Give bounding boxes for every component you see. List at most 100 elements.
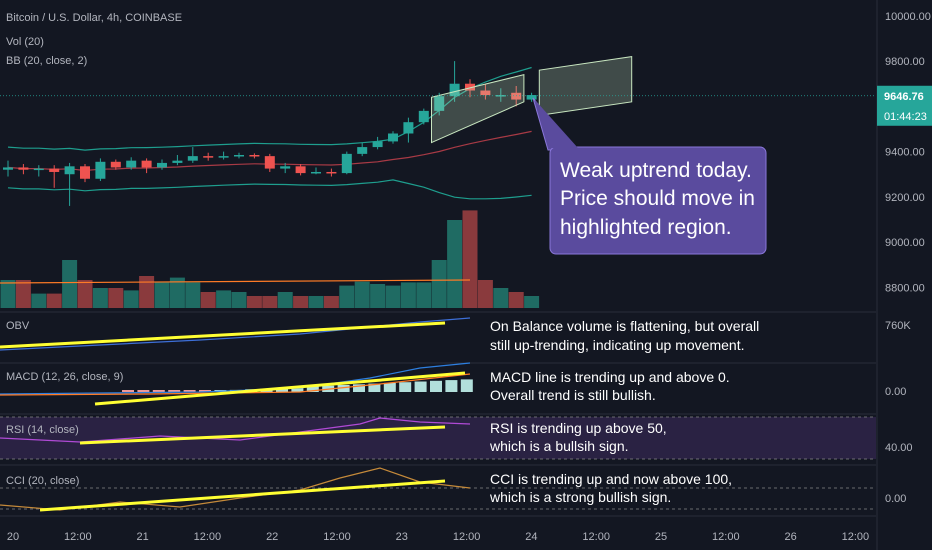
volume-bar xyxy=(262,296,278,308)
candle-body xyxy=(141,160,152,168)
volume-bar xyxy=(308,296,324,308)
volume-bar xyxy=(0,280,16,308)
candle-body xyxy=(403,122,414,134)
volume-bar xyxy=(416,282,432,308)
candle-body xyxy=(357,147,368,154)
candle-body xyxy=(3,167,13,170)
volume-bar xyxy=(370,284,386,308)
time-tick-label: 12:00 xyxy=(582,531,610,543)
macd-axis-tick: 0.00 xyxy=(885,386,906,398)
rsi-trendline xyxy=(79,425,446,445)
macd-histogram-bar xyxy=(399,382,412,392)
macd-histogram-bar xyxy=(199,390,211,392)
volume-bar xyxy=(354,281,370,308)
candle-body xyxy=(526,95,537,100)
macd-histogram-bar xyxy=(337,385,350,392)
price-tick-label: 9000.00 xyxy=(885,237,925,249)
obv-axis-tick: 760K xyxy=(885,320,911,332)
volume-bar xyxy=(323,296,339,308)
cci-axis-tick: 0.00 xyxy=(885,493,906,505)
time-tick-label: 23 xyxy=(396,531,408,543)
candle-body xyxy=(388,133,398,142)
current-price-tag: 9646.76 01:44:23 xyxy=(877,85,932,126)
obv-note-line-2: still up-trending, indicating up movemen… xyxy=(490,337,744,353)
price-tick-label: 9400.00 xyxy=(885,147,925,159)
candle-body xyxy=(295,166,306,174)
callout-line-2: Price should move in xyxy=(560,187,755,210)
candle-body xyxy=(372,141,383,148)
volume-bar xyxy=(139,276,155,308)
rsi-axis-tick: 40.00 xyxy=(885,442,913,454)
volume-bar xyxy=(92,288,108,308)
cci-note-line-2: which is a strong bullish sign. xyxy=(489,489,671,505)
macd-histogram-bar xyxy=(414,381,427,392)
volume-bars xyxy=(0,210,540,308)
bar-countdown: 01:44:23 xyxy=(884,111,927,123)
macd-histogram-bar xyxy=(383,382,396,392)
volume-bar xyxy=(15,280,31,308)
time-tick-label: 12:00 xyxy=(712,531,740,543)
obv-trendline xyxy=(0,321,446,349)
rsi-pane xyxy=(0,416,876,460)
callout-line-3: highlighted region. xyxy=(560,216,732,239)
time-tick-label: 12:00 xyxy=(323,531,351,543)
macd-histogram-bar xyxy=(306,386,319,392)
volume-bar xyxy=(524,296,540,308)
pane-separators xyxy=(0,0,878,550)
volume-bar xyxy=(447,220,463,308)
candle-body xyxy=(187,156,198,161)
candle-body xyxy=(95,161,106,179)
rsi-indicator-label: RSI (14, close) xyxy=(6,424,79,436)
candle-body xyxy=(126,160,137,168)
price-tick-label: 9200.00 xyxy=(885,192,925,204)
volume-bar xyxy=(185,282,201,308)
volume-ma-line xyxy=(0,279,471,284)
macd-histogram-bar xyxy=(122,390,134,392)
rsi-band xyxy=(0,417,876,459)
candle-body xyxy=(218,156,229,158)
volume-bar xyxy=(231,292,247,308)
time-axis: 20 12:00 21 12:00 22 12:00 23 12:00 24 12:00 25 12:… xyxy=(7,531,869,543)
time-tick-label: 12:00 xyxy=(453,531,481,543)
candle-body xyxy=(157,162,167,168)
highlight-region xyxy=(431,74,525,144)
macd-pane xyxy=(0,362,473,406)
volume-bar xyxy=(477,280,493,308)
macd-histogram-bar xyxy=(183,390,196,392)
volume-bar xyxy=(431,260,447,308)
volume-bar xyxy=(108,288,124,308)
volume-bar xyxy=(62,260,78,308)
macd-histogram-bar xyxy=(137,390,150,392)
volume-bar xyxy=(31,293,47,308)
macd-histogram-bar xyxy=(291,387,304,392)
volume-bar xyxy=(77,280,93,308)
candle-body xyxy=(49,168,60,172)
callout-box xyxy=(549,146,767,255)
cci-indicator-label: CCI (20, close) xyxy=(6,475,79,487)
bb-lower-band xyxy=(7,179,532,200)
volume-bar xyxy=(46,293,62,308)
time-tick-label: 20 xyxy=(7,531,19,543)
candles xyxy=(3,61,537,206)
bollinger-indicator-label: BB (20, close, 2) xyxy=(6,55,87,67)
callout-line-1: Weak uptrend today. xyxy=(560,159,752,182)
candle-body xyxy=(449,83,460,97)
cci-trendline xyxy=(39,479,446,512)
cci-note-line-1: CCI is trending up and now above 100, xyxy=(490,471,732,487)
volume-bar xyxy=(400,282,416,308)
candle-body xyxy=(249,155,260,157)
macd-histogram-bar xyxy=(368,383,381,392)
macd-note-line-2: Overall trend is still bullish. xyxy=(490,387,656,403)
candle-body xyxy=(434,96,445,111)
rsi-note-line-1: RSI is trending up above 50, xyxy=(490,420,667,436)
candle-body xyxy=(280,166,291,169)
candle-body xyxy=(264,156,275,169)
time-tick-label: 12:00 xyxy=(194,531,222,543)
obv-pane xyxy=(0,317,471,351)
current-price-value: 9646.76 xyxy=(884,91,924,103)
volume-bar xyxy=(339,285,355,308)
volume-bar xyxy=(123,290,139,308)
candle-body xyxy=(418,110,429,123)
macd-histogram-bar xyxy=(353,384,365,392)
time-tick-label: 12:00 xyxy=(842,531,870,543)
